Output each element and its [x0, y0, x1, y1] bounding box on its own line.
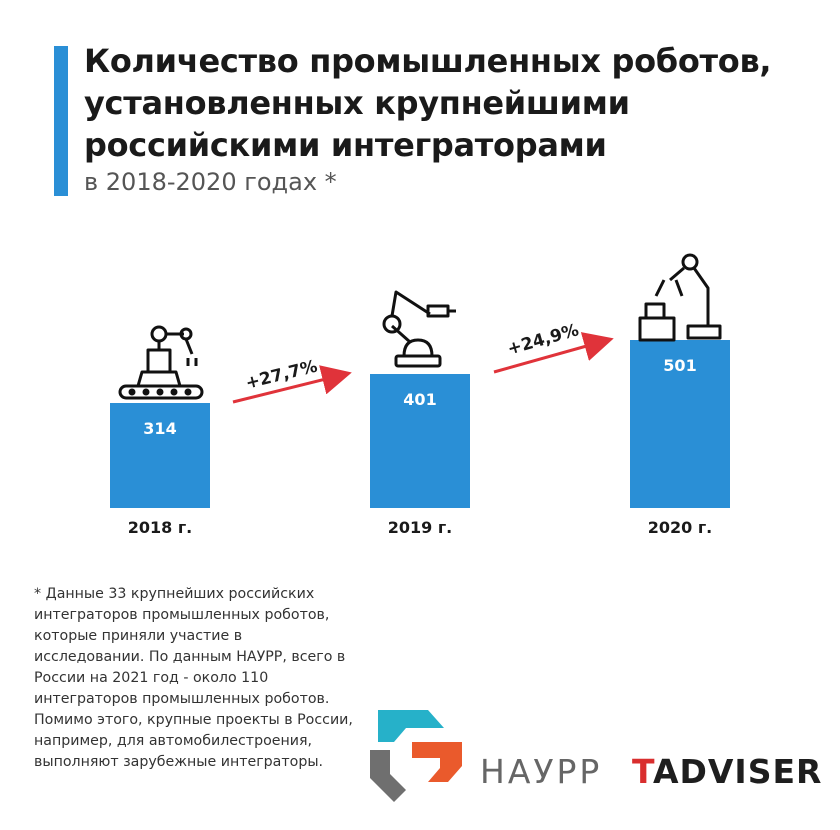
robot-gripper-with-boxes-icon	[638, 253, 722, 342]
category-label-2020: 2020 г.	[647, 518, 713, 537]
title-accent-bar	[54, 46, 68, 196]
robot-arm-on-conveyor-icon	[118, 325, 204, 400]
bar-value-2018: 314	[143, 419, 177, 438]
category-label-2018: 2018 г.	[127, 518, 193, 537]
naurr-logo-text: НАУРР	[480, 752, 603, 791]
bar-2019: 401	[370, 374, 470, 508]
robot-arm-icon	[382, 290, 456, 368]
bar-2020: 501	[630, 340, 730, 508]
page-title: Количество промышленных роботов, установ…	[84, 42, 772, 164]
tadviser-logo-rest: ADVISER	[652, 752, 823, 791]
bar-value-2020: 501	[663, 356, 697, 375]
naurr-logo-icon	[370, 710, 462, 802]
growth-arrow-1	[232, 365, 352, 404]
tadviser-logo-t: T	[632, 752, 653, 791]
footnote: * Данные 33 крупнейших российских интегр…	[34, 586, 353, 770]
page-subtitle: в 2018-2020 годах *	[84, 168, 337, 196]
bar-value-2019: 401	[403, 390, 437, 409]
category-label-2019: 2019 г.	[387, 518, 453, 537]
growth-arrow-2	[493, 332, 614, 374]
bar-2018: 314	[110, 403, 210, 508]
tadviser-logo: TADVISER	[632, 752, 822, 791]
